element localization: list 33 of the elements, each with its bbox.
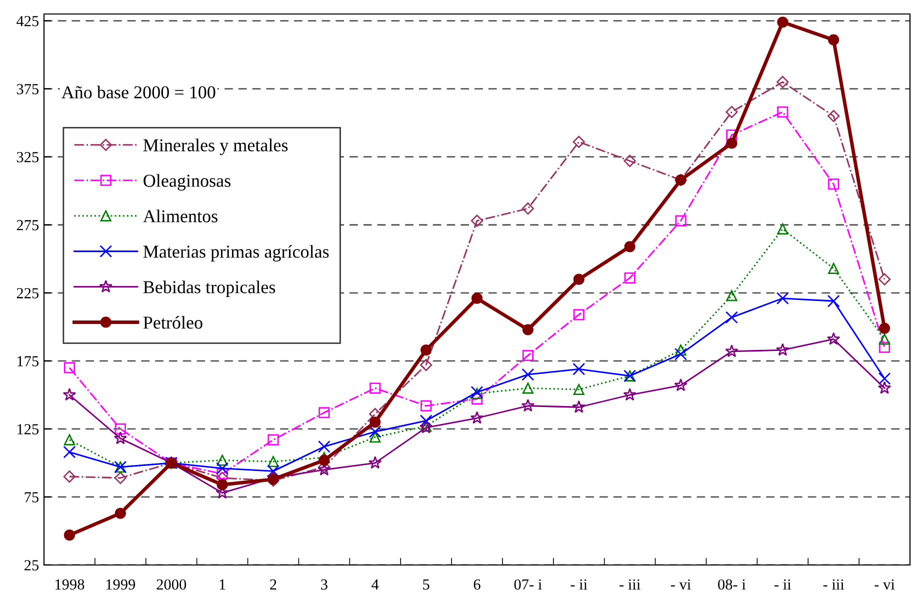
x-tick-label: 6 [474, 579, 480, 590]
x-tick-label: 1998 [56, 579, 84, 590]
y-tick-label: 125 [18, 424, 39, 434]
x-tick-label: 3 [321, 579, 328, 590]
y-tick-label: 75 [24, 492, 39, 502]
x-tick-label: - ii [774, 579, 792, 590]
x-tick-label: - vi [670, 579, 691, 590]
y-tick-label: 375 [16, 84, 39, 94]
y-tick-label: 25 [24, 560, 39, 570]
x-tick-label: - iii [823, 579, 844, 590]
y-tick-label: 275 [16, 220, 39, 230]
annotation: Año base 2000 = 100 [62, 86, 216, 98]
legend-label: Petróleo [143, 316, 202, 329]
x-tick-label: 1999 [106, 579, 136, 590]
y-tick-label: 175 [18, 356, 39, 366]
legend-label: Materias primas agrícolas [143, 245, 329, 262]
x-tick-label: 4 [372, 579, 379, 590]
x-tick-label: 2 [270, 579, 276, 590]
legend-label: Bebidas tropicales [143, 280, 276, 297]
x-tick-label: 5 [423, 579, 430, 590]
x-tick-label: 08- i [718, 579, 746, 590]
y-tick-label: 325 [16, 152, 39, 162]
x-tick-label: - ii [570, 579, 588, 590]
y-tick-label: 225 [16, 288, 39, 298]
x-tick-label: - iii [620, 579, 640, 590]
x-tick-label: - vi [874, 579, 895, 590]
y-tick-label: 425 [16, 16, 39, 26]
x-tick-label: 07- i [514, 579, 542, 590]
x-tick-label: 2000 [156, 579, 186, 590]
legend-label: Oleaginosas [144, 174, 230, 191]
legend-label: Alimentos [143, 210, 218, 222]
legend-label: Minerales y metales [143, 138, 288, 156]
x-tick-label: 1 [220, 579, 226, 590]
